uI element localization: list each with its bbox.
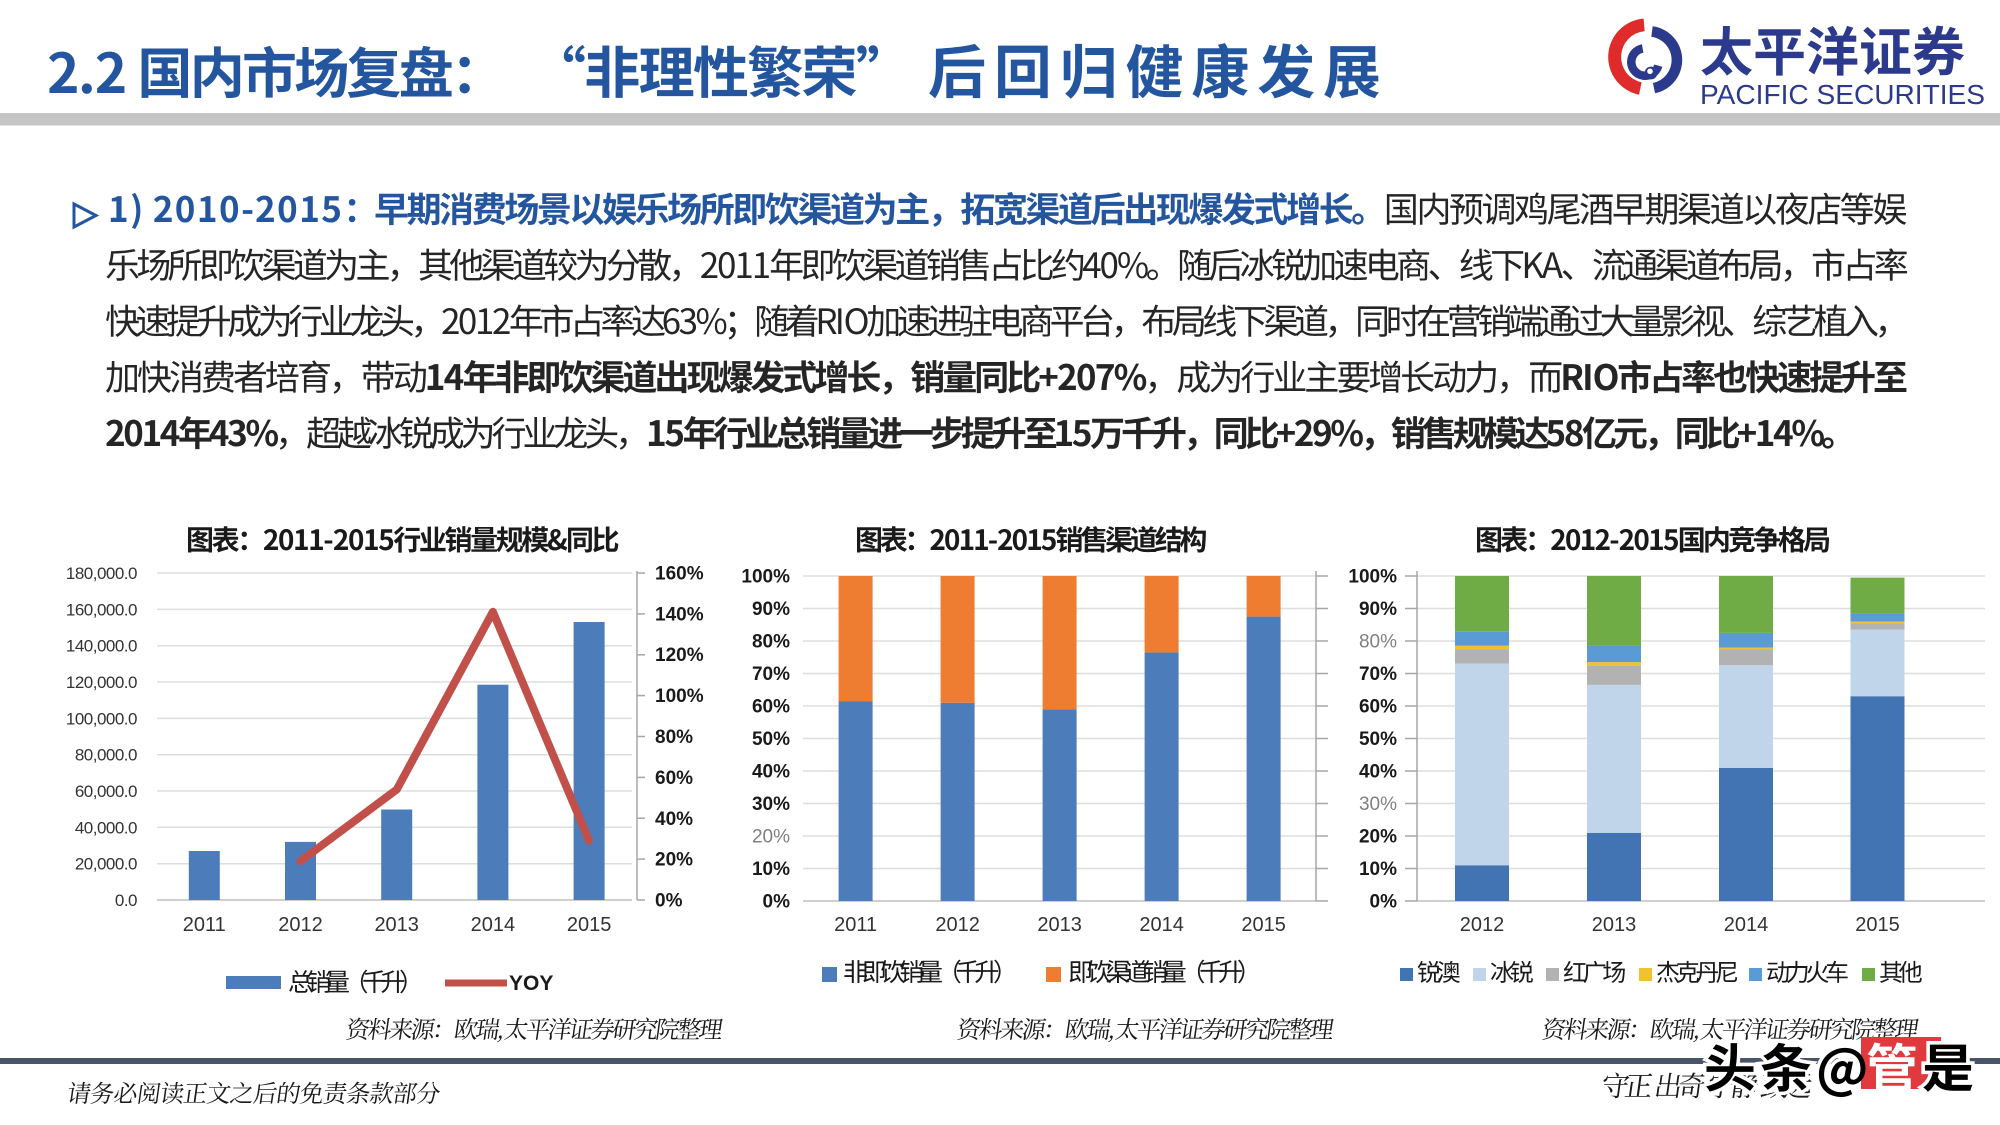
- svg-text:60%: 60%: [1359, 697, 1397, 718]
- svg-text:160%: 160%: [655, 564, 704, 585]
- svg-text:40%: 40%: [752, 762, 790, 783]
- svg-text:2011: 2011: [183, 914, 226, 936]
- svg-text:120%: 120%: [655, 645, 704, 666]
- svg-text:2015: 2015: [1241, 914, 1286, 936]
- svg-text:180,000.0: 180,000.0: [66, 564, 137, 583]
- svg-text:70%: 70%: [1359, 664, 1397, 685]
- svg-text:0%: 0%: [655, 891, 683, 912]
- svg-text:2012: 2012: [935, 914, 980, 936]
- svg-text:20,000.0: 20,000.0: [75, 855, 137, 874]
- svg-text:2014: 2014: [1139, 914, 1184, 936]
- svg-text:160,000.0: 160,000.0: [66, 600, 137, 619]
- svg-text:90%: 90%: [752, 599, 790, 620]
- svg-text:80%: 80%: [655, 727, 693, 748]
- svg-text:30%: 30%: [752, 794, 790, 815]
- svg-text:140%: 140%: [655, 604, 704, 625]
- svg-text:80%: 80%: [752, 632, 790, 653]
- svg-text:80,000.0: 80,000.0: [75, 746, 137, 765]
- svg-text:40%: 40%: [655, 809, 693, 830]
- svg-text:2012: 2012: [278, 914, 323, 936]
- svg-text:0%: 0%: [1370, 892, 1398, 913]
- svg-text:60%: 60%: [655, 768, 693, 789]
- svg-text:PACIFIC SECURITIES: PACIFIC SECURITIES: [1700, 79, 1985, 110]
- svg-text:60,000.0: 60,000.0: [75, 782, 137, 801]
- svg-text:2015: 2015: [567, 914, 612, 936]
- svg-text:30%: 30%: [1359, 794, 1397, 815]
- svg-text:2014: 2014: [1724, 914, 1769, 936]
- svg-text:50%: 50%: [752, 729, 790, 750]
- svg-text:90%: 90%: [1359, 599, 1397, 620]
- svg-text:120,000.0: 120,000.0: [66, 673, 137, 692]
- svg-text:0.0: 0.0: [115, 891, 137, 910]
- svg-text:0%: 0%: [763, 892, 791, 913]
- svg-text:2013: 2013: [1037, 914, 1082, 936]
- svg-text:20%: 20%: [655, 850, 693, 871]
- svg-text:70%: 70%: [752, 664, 790, 685]
- svg-text:20%: 20%: [752, 827, 790, 848]
- svg-text:20%: 20%: [1359, 827, 1397, 848]
- svg-text:80%: 80%: [1359, 632, 1397, 653]
- svg-text:2014: 2014: [471, 914, 516, 936]
- svg-text:50%: 50%: [1359, 729, 1397, 750]
- svg-text:100%: 100%: [1348, 567, 1397, 588]
- svg-text:140,000.0: 140,000.0: [66, 637, 137, 656]
- svg-text:40,000.0: 40,000.0: [75, 818, 137, 837]
- svg-text:2013: 2013: [374, 914, 419, 936]
- svg-text:100%: 100%: [655, 686, 704, 707]
- svg-text:10%: 10%: [752, 859, 790, 880]
- svg-text:10%: 10%: [1359, 859, 1397, 880]
- svg-text:2012: 2012: [1460, 914, 1505, 936]
- svg-text:40%: 40%: [1359, 762, 1397, 783]
- svg-text:60%: 60%: [752, 697, 790, 718]
- svg-text:2013: 2013: [1592, 914, 1637, 936]
- svg-text:YOY: YOY: [509, 972, 553, 995]
- svg-text:2015: 2015: [1855, 914, 1900, 936]
- svg-text:100%: 100%: [741, 567, 790, 588]
- svg-text:100,000.0: 100,000.0: [66, 709, 137, 728]
- svg-text:2011: 2011: [834, 914, 877, 936]
